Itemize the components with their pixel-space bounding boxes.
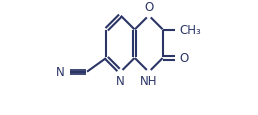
- Text: O: O: [144, 1, 154, 14]
- Text: NH: NH: [140, 75, 158, 87]
- Text: O: O: [179, 52, 189, 65]
- Text: CH₃: CH₃: [179, 24, 201, 37]
- Text: N: N: [56, 66, 64, 79]
- Text: N: N: [116, 75, 125, 87]
